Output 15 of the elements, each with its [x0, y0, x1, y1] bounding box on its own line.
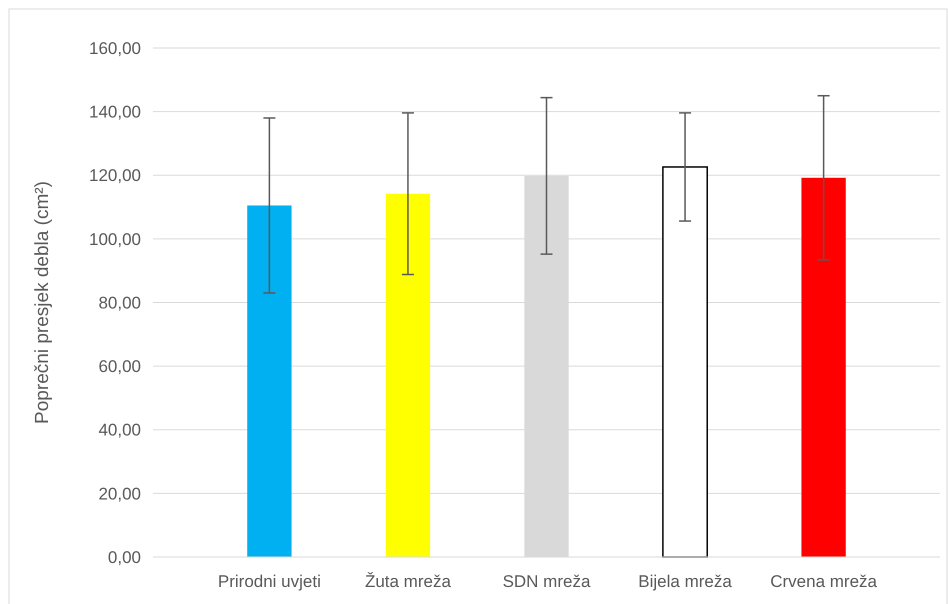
- y-tick-label: 140,00: [89, 102, 141, 122]
- x-tick-label: Prirodni uvjeti: [218, 572, 321, 591]
- y-tick-label: 40,00: [98, 420, 141, 440]
- y-tick-label: 60,00: [98, 357, 141, 376]
- y-tick-label: 160,00: [89, 38, 141, 58]
- y-tick-label: 120,00: [89, 166, 141, 186]
- x-tick-label: Žuta mreža: [364, 572, 452, 591]
- x-tick-label: Crvena mreža: [770, 572, 878, 591]
- y-axis-title: Poprečni presjek debla (cm²): [32, 181, 53, 424]
- y-tick-label: 0,00: [108, 548, 141, 567]
- x-tick-label: SDN mreža: [502, 572, 591, 591]
- y-tick-label: 100,00: [89, 230, 141, 249]
- y-tick-label: 80,00: [98, 293, 141, 312]
- y-tick-label: 20,00: [98, 484, 141, 504]
- x-tick-label: Bijela mreža: [638, 572, 732, 591]
